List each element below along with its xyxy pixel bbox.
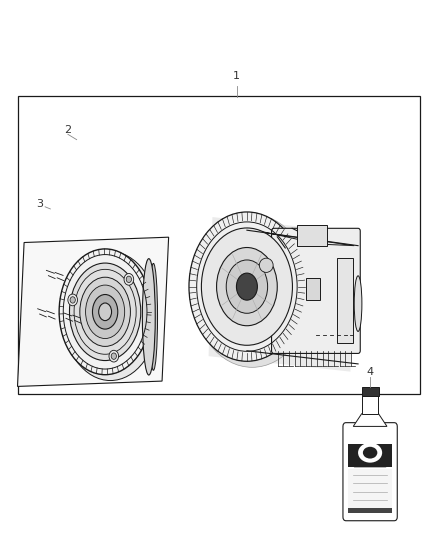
Bar [348,469,392,512]
Bar [362,386,378,397]
Circle shape [70,297,75,303]
Ellipse shape [358,443,382,463]
Bar [362,397,378,414]
Ellipse shape [70,263,141,360]
Bar [306,278,320,300]
Polygon shape [353,414,387,426]
Polygon shape [247,228,354,246]
Circle shape [68,294,78,306]
Ellipse shape [149,263,158,370]
Bar [297,225,327,246]
Text: 4: 4 [367,367,374,377]
Bar [348,508,392,513]
FancyBboxPatch shape [353,445,387,467]
Ellipse shape [142,259,155,375]
Ellipse shape [354,276,362,332]
Text: 1: 1 [233,71,240,81]
FancyBboxPatch shape [272,228,360,353]
Circle shape [111,353,117,359]
Polygon shape [18,237,169,386]
Ellipse shape [99,303,112,321]
Text: 2: 2 [64,125,71,134]
Circle shape [126,276,131,282]
Ellipse shape [59,249,151,375]
Ellipse shape [363,447,377,458]
Ellipse shape [226,260,268,313]
Ellipse shape [237,273,258,300]
Ellipse shape [189,212,305,361]
Ellipse shape [193,214,311,367]
Circle shape [109,350,119,362]
Ellipse shape [259,258,273,272]
Circle shape [124,273,134,285]
Ellipse shape [85,285,125,338]
Ellipse shape [216,247,277,326]
Text: 3: 3 [36,199,43,208]
Bar [18,96,420,394]
Ellipse shape [201,228,293,345]
Bar [336,258,353,343]
FancyBboxPatch shape [343,423,397,521]
Ellipse shape [63,252,158,381]
Ellipse shape [92,295,118,329]
Bar [348,443,392,467]
Polygon shape [208,217,354,372]
Ellipse shape [80,277,131,346]
